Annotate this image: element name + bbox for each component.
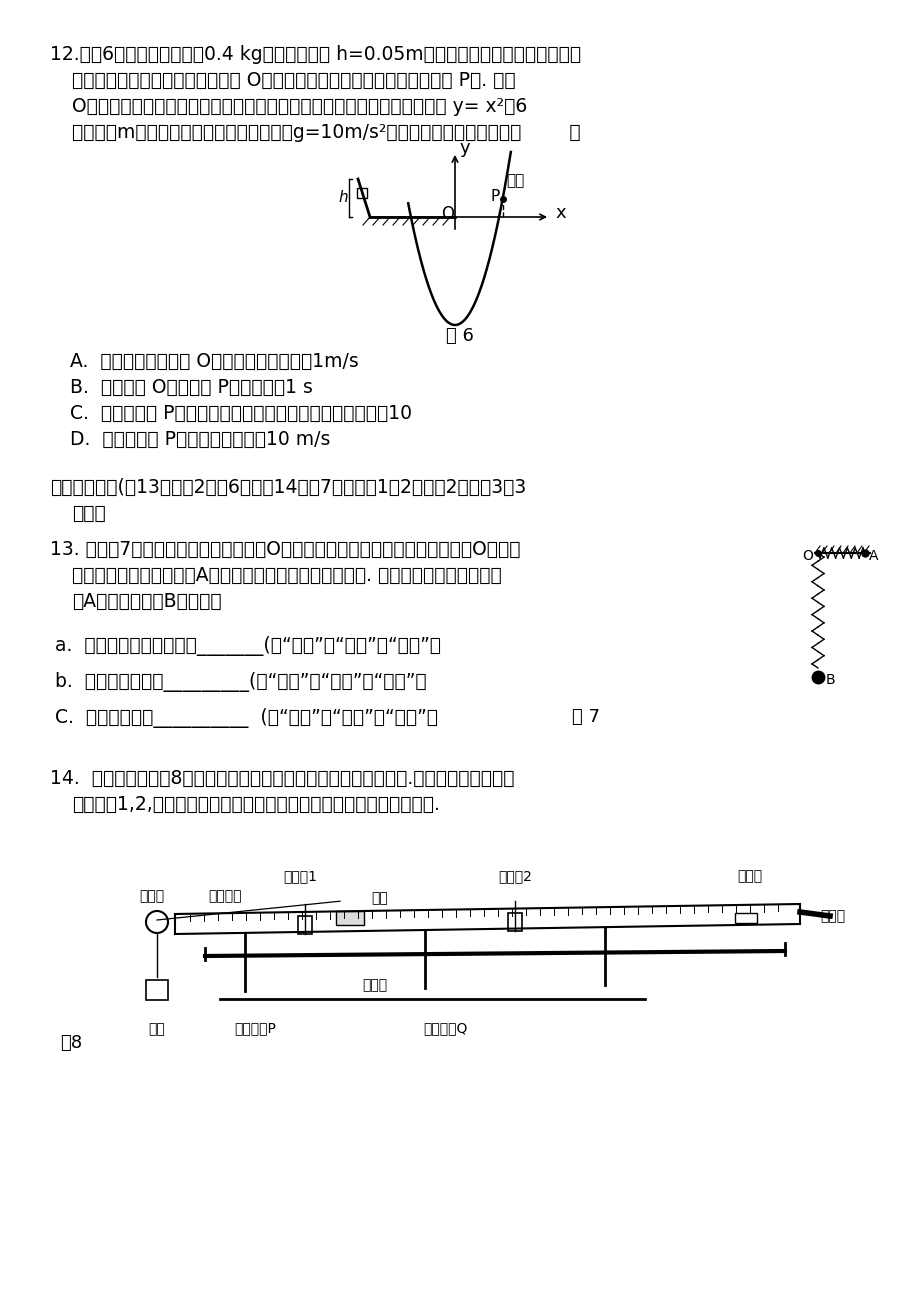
Text: y: y bbox=[460, 139, 471, 157]
Text: P: P bbox=[490, 188, 499, 204]
Text: A: A bbox=[868, 549, 878, 563]
Text: 连气源: 连气源 bbox=[819, 909, 845, 923]
Text: 光电门1: 光电门1 bbox=[283, 868, 317, 883]
Text: A.  小物块从水平台上 O点飞出的速度大小为1m/s: A. 小物块从水平台上 O点飞出的速度大小为1m/s bbox=[70, 352, 358, 370]
Bar bbox=[507, 913, 521, 931]
Bar bbox=[734, 913, 756, 923]
Text: 12.如图6所示，一个质量为0.4 kg的小物块从高 h=0.05m的坡面顶端由静止释放，滑到水: 12.如图6所示，一个质量为0.4 kg的小物块从高 h=0.05m的坡面顶端由… bbox=[50, 46, 581, 64]
Text: 图8: 图8 bbox=[60, 1034, 82, 1052]
Text: 平台上，滑行一段距离后，从边缘 O点水平飞出，击中平台右下侧挡板上的 P点. 现以: 平台上，滑行一段距离后，从边缘 O点水平飞出，击中平台右下侧挡板上的 P点. 现… bbox=[72, 72, 515, 90]
Text: 调节旋钮P: 调节旋钮P bbox=[233, 1020, 276, 1035]
Bar bbox=[146, 980, 168, 1000]
Text: 水平面且弹簧保持原长的A点无初速度释放，让它自由摆下. 不计空气阻力，则在重物: 水平面且弹簧保持原长的A点无初速度释放，让它自由摆下. 不计空气阻力，则在重物 bbox=[72, 566, 501, 585]
Text: 刻度尺: 刻度尺 bbox=[362, 978, 387, 992]
Text: 挡板: 挡板 bbox=[506, 173, 525, 188]
Text: a.  弹簧与重物的总机械能_______(填“增大”、“不变”或“减小”）: a. 弹簧与重物的总机械能_______(填“增大”、“不变”或“减小”） bbox=[55, 636, 440, 656]
Text: 光电门2: 光电门2 bbox=[497, 868, 531, 883]
Text: h: h bbox=[337, 191, 347, 205]
Text: C.  小物块刚到 P点时速度方向与水平方向夹角的正切值等于10: C. 小物块刚到 P点时速度方向与水平方向夹角的正切值等于10 bbox=[70, 404, 412, 422]
Text: 分。）: 分。） bbox=[72, 504, 106, 523]
Text: b.  弹簧的弹性势能_________(填“增大”、“不变”或“减小”）: b. 弹簧的弹性势能_________(填“增大”、“不变”或“减小”） bbox=[55, 672, 426, 692]
Text: B.  小物块从 O点运动到 P点的时间为1 s: B. 小物块从 O点运动到 P点的时间为1 s bbox=[70, 378, 312, 396]
Text: x: x bbox=[554, 204, 565, 222]
Text: 滑块: 滑块 bbox=[371, 891, 388, 905]
Text: 遮光条: 遮光条 bbox=[737, 868, 762, 883]
Text: 14.  某同学利用如图8所示的气啹导轨装置验证系统机械能守恒定律.在气啹导轨上安装了: 14. 某同学利用如图8所示的气啹导轨装置验证系统机械能守恒定律.在气啹导轨上安… bbox=[50, 770, 514, 788]
Text: 图 7: 图 7 bbox=[572, 708, 599, 725]
Text: 二、非选择题(第13题每穲2分兲6分，第14题兲7分其中第1、2小问公2分，第3问3: 二、非选择题(第13题每穲2分兲6分，第14题兲7分其中第1、2小问公2分，第3… bbox=[50, 478, 526, 497]
Polygon shape bbox=[357, 188, 367, 198]
Text: （单位：m），不计一切摩擦和空气阻力，g=10m/s²，则下列说法正确的是：（        ）: （单位：m），不计一切摩擦和空气阻力，g=10m/s²，则下列说法正确的是：（ … bbox=[72, 124, 580, 142]
Text: O为原点在绝直面内建立如图所示的平面直角坐标系，挡板的形状满足方程 y= x²－6: O为原点在绝直面内建立如图所示的平面直角坐标系，挡板的形状满足方程 y= x²－… bbox=[72, 98, 527, 116]
Text: 气垫导轨: 气垫导轨 bbox=[208, 889, 242, 903]
Bar bbox=[298, 916, 312, 933]
Text: 图 6: 图 6 bbox=[446, 328, 473, 345]
Text: 钩码: 钩码 bbox=[149, 1022, 165, 1036]
Text: 两光电门1,2,滑块上固定一遣光条，滑块用细线绕过定滑轮与钉码相连.: 两光电门1,2,滑块上固定一遣光条，滑块用细线绕过定滑轮与钉码相连. bbox=[72, 796, 439, 814]
Text: O: O bbox=[440, 205, 453, 224]
Text: B: B bbox=[825, 673, 834, 686]
Text: 调节旋钮Q: 调节旋钮Q bbox=[423, 1020, 467, 1035]
Text: 13. 如右图7所示，一轻弹簧一端固定于O点，另一端系一重物，将重物从与悉点O在同一: 13. 如右图7所示，一轻弹簧一端固定于O点，另一端系一重物，将重物从与悉点O在… bbox=[50, 540, 520, 559]
Text: C.  重物的机械能__________  (填“增大”、“不变”或“减小”）: C. 重物的机械能__________ (填“增大”、“不变”或“减小”） bbox=[55, 708, 437, 728]
Bar bbox=[335, 911, 364, 926]
Text: D.  小物块刚到 P点时速度的大小为10 m/s: D. 小物块刚到 P点时速度的大小为10 m/s bbox=[70, 430, 330, 448]
Text: 定滑轮: 定滑轮 bbox=[140, 889, 165, 903]
Text: O: O bbox=[801, 549, 812, 563]
Text: 由A点摆向最低点B的过程中: 由A点摆向最低点B的过程中 bbox=[72, 592, 221, 611]
